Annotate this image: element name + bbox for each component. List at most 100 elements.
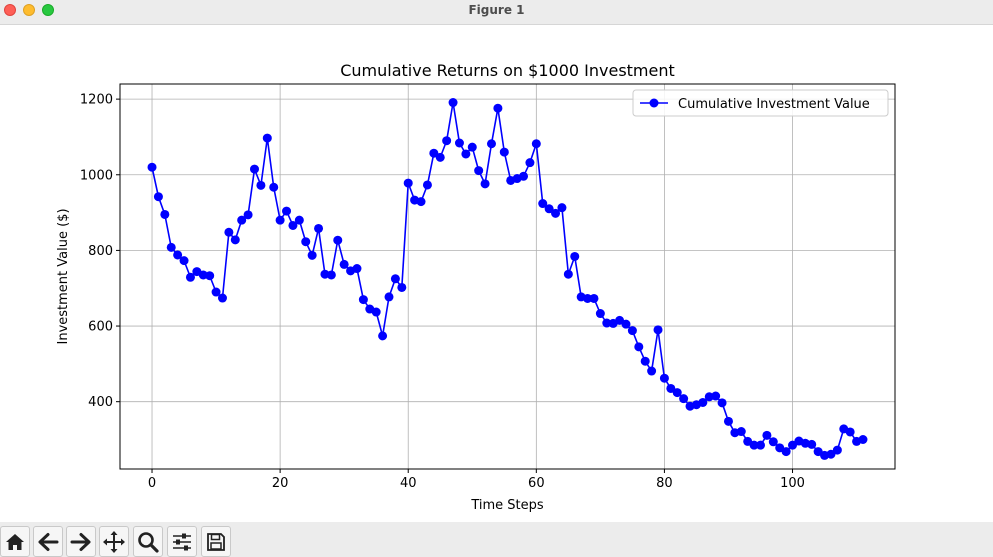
save-button[interactable] bbox=[201, 526, 231, 557]
data-point bbox=[467, 142, 477, 152]
data-point bbox=[397, 282, 407, 292]
data-point bbox=[659, 373, 669, 383]
figure-canvas: Cumulative Returns on $1000 Investment 0… bbox=[0, 25, 993, 522]
data-point bbox=[224, 227, 234, 237]
data-point bbox=[589, 293, 599, 303]
data-point bbox=[352, 264, 362, 274]
y-tick-label: 800 bbox=[88, 244, 113, 259]
data-point bbox=[339, 259, 349, 269]
data-point bbox=[621, 319, 631, 329]
data-point bbox=[557, 203, 567, 213]
data-point bbox=[314, 223, 324, 233]
zoom-button[interactable] bbox=[133, 526, 163, 557]
data-point bbox=[243, 210, 253, 220]
data-point bbox=[390, 274, 400, 284]
data-point bbox=[448, 98, 458, 108]
data-point bbox=[358, 295, 368, 305]
data-point bbox=[429, 148, 439, 158]
y-tick-label: 400 bbox=[88, 395, 113, 410]
y-tick-label: 1000 bbox=[80, 168, 113, 183]
data-point bbox=[256, 180, 266, 190]
y-axis-label: Investment Value ($) bbox=[56, 208, 71, 344]
data-point bbox=[666, 383, 676, 393]
series-line bbox=[151, 101, 864, 457]
configure-subplots-button[interactable] bbox=[167, 526, 197, 557]
data-point bbox=[301, 237, 311, 247]
data-point bbox=[736, 427, 746, 437]
data-point bbox=[307, 250, 317, 260]
data-point bbox=[781, 447, 791, 457]
data-point bbox=[371, 307, 381, 317]
data-point bbox=[282, 206, 292, 216]
data-point bbox=[294, 215, 304, 225]
data-point bbox=[768, 437, 778, 447]
data-point bbox=[416, 197, 426, 207]
grid-lines bbox=[120, 84, 895, 469]
data-point bbox=[640, 356, 650, 366]
data-point bbox=[832, 445, 842, 455]
data-point bbox=[762, 430, 772, 440]
data-point bbox=[634, 342, 644, 352]
x-tick-label: 20 bbox=[272, 476, 289, 491]
data-point bbox=[237, 215, 247, 225]
series-layer bbox=[147, 98, 868, 460]
data-point bbox=[756, 440, 765, 450]
data-point bbox=[211, 287, 221, 297]
data-point bbox=[538, 199, 548, 209]
navigation-toolbar bbox=[0, 522, 993, 557]
data-point bbox=[262, 133, 272, 143]
data-point bbox=[858, 435, 868, 444]
legend: Cumulative Investment Value bbox=[632, 89, 889, 117]
data-point bbox=[435, 152, 445, 162]
data-point bbox=[563, 269, 573, 279]
data-point bbox=[275, 215, 285, 225]
axis-ticks: 0 20 40 60 80 100 400 600 800 1000 1200 bbox=[80, 93, 805, 491]
data-point bbox=[153, 192, 163, 202]
data-point bbox=[653, 325, 663, 335]
data-point bbox=[627, 326, 637, 336]
back-button[interactable] bbox=[33, 526, 63, 557]
chart-title: Cumulative Returns on $1000 Investment bbox=[340, 61, 675, 80]
minimize-window-button[interactable] bbox=[23, 4, 35, 16]
data-point bbox=[333, 235, 343, 245]
data-point bbox=[493, 103, 503, 113]
window-title: Figure 1 bbox=[468, 3, 525, 17]
data-point bbox=[179, 256, 189, 266]
data-point bbox=[826, 449, 836, 459]
data-point bbox=[326, 270, 336, 280]
window-titlebar: Figure 1 bbox=[0, 0, 993, 25]
legend-frame bbox=[632, 89, 889, 117]
home-button[interactable] bbox=[0, 526, 30, 557]
back-arrow-icon bbox=[38, 532, 59, 551]
data-point bbox=[250, 164, 259, 174]
x-tick-label: 0 bbox=[148, 476, 156, 491]
configure-subplots-icon bbox=[173, 533, 191, 550]
line-chart: Cumulative Returns on $1000 Investment 0… bbox=[56, 61, 896, 513]
data-point bbox=[173, 250, 183, 260]
data-point bbox=[551, 208, 561, 218]
data-point bbox=[461, 149, 471, 159]
forward-arrow-icon bbox=[70, 532, 91, 551]
zoom-icon bbox=[138, 531, 159, 553]
x-tick-label: 60 bbox=[528, 476, 545, 491]
data-point bbox=[486, 139, 496, 149]
x-axis-label: Time Steps bbox=[470, 498, 544, 513]
close-window-button[interactable] bbox=[4, 4, 16, 16]
data-point bbox=[679, 394, 689, 404]
data-point bbox=[544, 204, 554, 214]
pan-icon bbox=[103, 530, 125, 553]
maximize-window-button[interactable] bbox=[42, 4, 54, 16]
data-point bbox=[480, 179, 490, 189]
data-point bbox=[422, 180, 432, 190]
forward-button[interactable] bbox=[66, 526, 96, 557]
data-point bbox=[499, 147, 509, 157]
data-point bbox=[570, 251, 580, 261]
pan-button[interactable] bbox=[99, 526, 129, 557]
data-point bbox=[698, 397, 708, 407]
data-point bbox=[185, 272, 195, 282]
x-tick-label: 80 bbox=[656, 476, 673, 491]
data-point bbox=[205, 271, 215, 281]
save-icon bbox=[207, 532, 225, 551]
data-point bbox=[166, 242, 176, 252]
data-point bbox=[595, 309, 605, 319]
